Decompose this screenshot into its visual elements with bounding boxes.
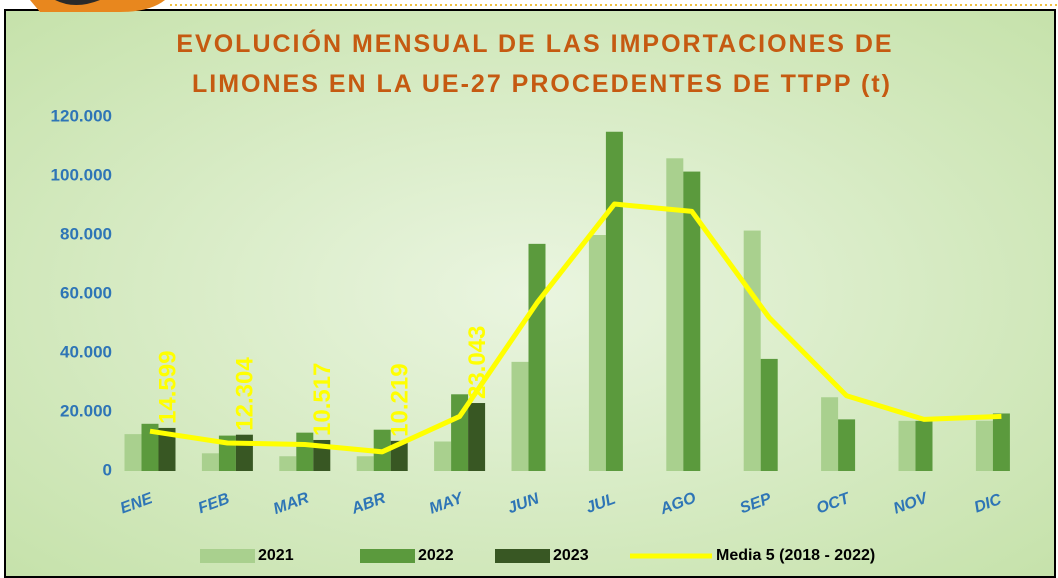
y-tick-label: 40.000 [60,342,112,361]
bar [975,420,993,471]
bar [434,441,452,471]
bar [528,243,546,471]
bar [279,456,297,471]
legend-swatch [495,549,550,563]
bar [605,131,623,471]
bar [141,423,159,471]
bar [588,235,606,471]
bar [356,456,374,471]
data-label: 23.043 [464,326,491,399]
bar [898,420,916,471]
bar [683,171,701,471]
bar [992,413,1010,471]
data-label: 14.599 [154,351,181,424]
data-label: 10.219 [387,363,414,436]
bar [296,432,314,471]
y-tick-label: 80.000 [60,224,112,243]
legend-label: 2021 [258,547,294,564]
y-tick-label: 120.000 [51,106,112,125]
bar [235,434,253,471]
bar [838,419,856,471]
chart-title: EVOLUCIÓN MENSUAL DE LAS IMPORTACIONES D… [176,28,893,58]
legend-label: 2023 [553,547,589,564]
bar [666,158,684,472]
bar [124,434,142,471]
bar [821,397,839,471]
bar [201,453,219,471]
line [149,201,1002,455]
legend-label: 2022 [418,547,454,564]
chart-title: LIMONES EN LA UE-27 PROCEDENTES DE TTPP … [192,70,892,98]
legend-label: Media 5 (2018 - 2022) [716,547,875,564]
legend-swatch [200,549,255,563]
y-tick-label: 20.000 [60,401,112,420]
bar [743,230,761,471]
bar [760,358,778,471]
logo [30,0,165,12]
data-label: 12.304 [232,357,259,431]
bar [915,420,933,471]
legend-swatch [360,549,415,563]
bar [468,403,486,471]
y-tick-label: 0 [103,460,112,479]
bar [511,361,529,471]
y-tick-label: 100.000 [51,165,112,184]
bar [158,427,176,471]
y-tick-label: 60.000 [60,283,112,302]
data-label: 10.517 [309,363,336,436]
